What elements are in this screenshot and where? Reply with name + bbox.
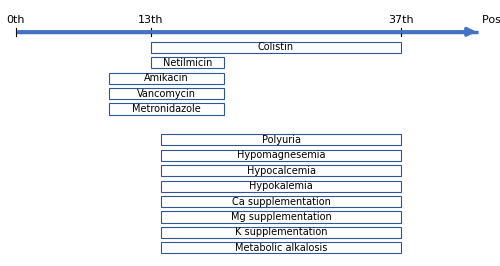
Text: Polyuria: Polyuria [262,135,300,145]
Text: Netilmicin: Netilmicin [162,58,212,68]
Bar [162,181,401,192]
Text: Colistin: Colistin [258,42,294,52]
Bar [151,57,224,68]
Text: 13th: 13th [138,15,164,25]
Bar [162,134,401,146]
Bar [109,88,224,99]
Bar [109,103,224,115]
Bar [162,227,401,238]
Text: Ca supplementation: Ca supplementation [232,197,330,207]
Text: Postnatal days: Postnatal days [482,15,500,25]
Bar [162,211,401,223]
Text: 37th: 37th [388,15,413,25]
Bar [162,165,401,176]
Text: 0th: 0th [6,15,25,25]
Bar [162,196,401,207]
Text: K supplementation: K supplementation [235,227,328,238]
Text: Hypocalcemia: Hypocalcemia [246,166,316,176]
Text: Metabolic alkalosis: Metabolic alkalosis [235,243,327,253]
Text: Hypomagnesemia: Hypomagnesemia [237,150,326,160]
Bar [162,150,401,161]
Bar [162,242,401,253]
Text: Mg supplementation: Mg supplementation [230,212,332,222]
Text: Metronidazole: Metronidazole [132,104,201,114]
Bar [109,73,224,84]
Text: Vancomycin: Vancomycin [137,89,196,99]
Text: Hypokalemia: Hypokalemia [249,181,313,191]
Bar [151,42,401,53]
Text: Amikacin: Amikacin [144,73,189,83]
